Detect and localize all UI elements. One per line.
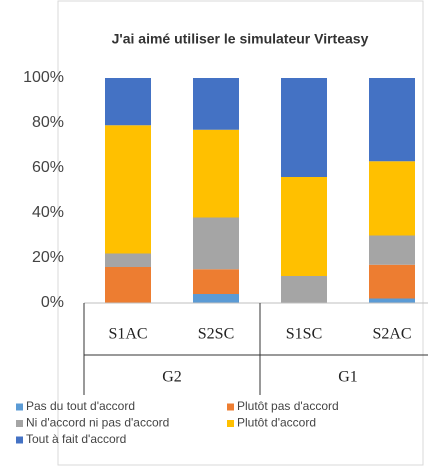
bar-segment bbox=[369, 264, 415, 299]
y-tick-label: 60% bbox=[32, 159, 64, 176]
group-label: G1 bbox=[338, 369, 358, 386]
bar-segment bbox=[369, 161, 415, 236]
bar-segment bbox=[105, 253, 151, 267]
bar-segment bbox=[281, 177, 327, 276]
chart-title: J'ai aimé utiliser le simulateur Virteas… bbox=[112, 31, 369, 47]
legend-label: Tout à fait d'accord bbox=[26, 432, 126, 446]
x-tick-label: S2SC bbox=[198, 326, 234, 343]
y-tick-label: 80% bbox=[32, 114, 64, 131]
legend-swatch bbox=[16, 403, 23, 411]
bar-segment bbox=[105, 78, 151, 126]
bar-segment bbox=[281, 276, 327, 303]
legend-label: Plutôt d'accord bbox=[237, 416, 316, 430]
legend-swatch bbox=[16, 436, 23, 444]
legend-label: Ni d'accord ni pas d'accord bbox=[26, 416, 169, 430]
legend-swatch bbox=[227, 403, 234, 411]
y-tick-label: 0% bbox=[41, 294, 64, 311]
bar-segment bbox=[369, 298, 415, 303]
bar-segment bbox=[281, 78, 327, 177]
bar-segment bbox=[193, 129, 239, 218]
y-tick-label: 100% bbox=[23, 69, 64, 86]
legend-label: Pas du tout d'accord bbox=[26, 399, 135, 413]
y-tick-label: 40% bbox=[32, 204, 64, 221]
x-tick-label: S1SC bbox=[286, 326, 322, 343]
x-tick-label: S2AC bbox=[372, 326, 411, 343]
legend-swatch bbox=[16, 420, 23, 427]
group-label: G2 bbox=[162, 369, 182, 386]
legend-label: Plutôt pas d'accord bbox=[237, 399, 339, 413]
bar-segment bbox=[193, 269, 239, 294]
bar-segment bbox=[193, 217, 239, 270]
bar-segment bbox=[193, 78, 239, 130]
chart-frame bbox=[57, 0, 424, 466]
bar-segment bbox=[193, 294, 239, 303]
legend-swatch bbox=[227, 420, 234, 427]
bar-segment bbox=[105, 125, 151, 254]
x-tick-label: S1AC bbox=[108, 326, 147, 343]
bar-segment bbox=[369, 78, 415, 162]
bar-segment bbox=[105, 267, 151, 303]
bar-segment bbox=[369, 235, 415, 265]
y-tick-label: 20% bbox=[32, 249, 64, 266]
